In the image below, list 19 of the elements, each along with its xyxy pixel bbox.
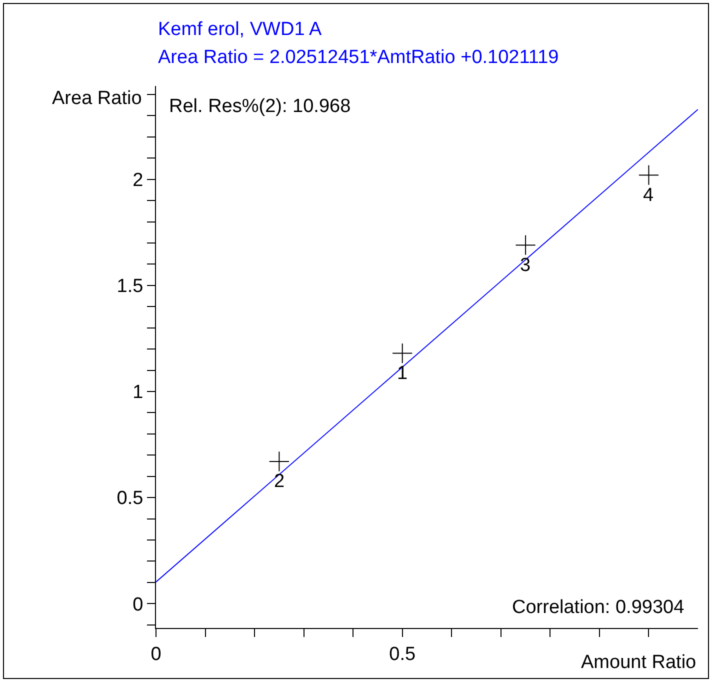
annotation: Rel. Res%(2): 10.968: [169, 96, 351, 117]
x-axis-title: Amount Ratio: [581, 652, 696, 673]
y-tick-label: 0: [132, 594, 144, 616]
chart-title: Kemf erol, VWD1 A: [158, 19, 322, 40]
annotation: 4: [643, 185, 654, 206]
annotation: Correlation: 0.99304: [512, 597, 685, 618]
y-axis-title: Area Ratio: [52, 88, 142, 109]
y-tick-label: 1: [132, 382, 144, 404]
point: [268, 451, 290, 472]
point: [392, 342, 413, 364]
y-tick-label: 1.5: [116, 276, 144, 298]
y-tick-label: 0.5: [116, 488, 144, 510]
annotation: 2: [274, 471, 285, 492]
y-tick-label: 2: [132, 170, 144, 191]
annotation: 1: [397, 363, 408, 384]
annotation: 3: [520, 255, 531, 276]
point: [638, 164, 660, 186]
point: [515, 234, 536, 256]
chart-subtitle: Area Ratio = 2.02512451*AmtRatio +0.1021119: [158, 47, 559, 68]
